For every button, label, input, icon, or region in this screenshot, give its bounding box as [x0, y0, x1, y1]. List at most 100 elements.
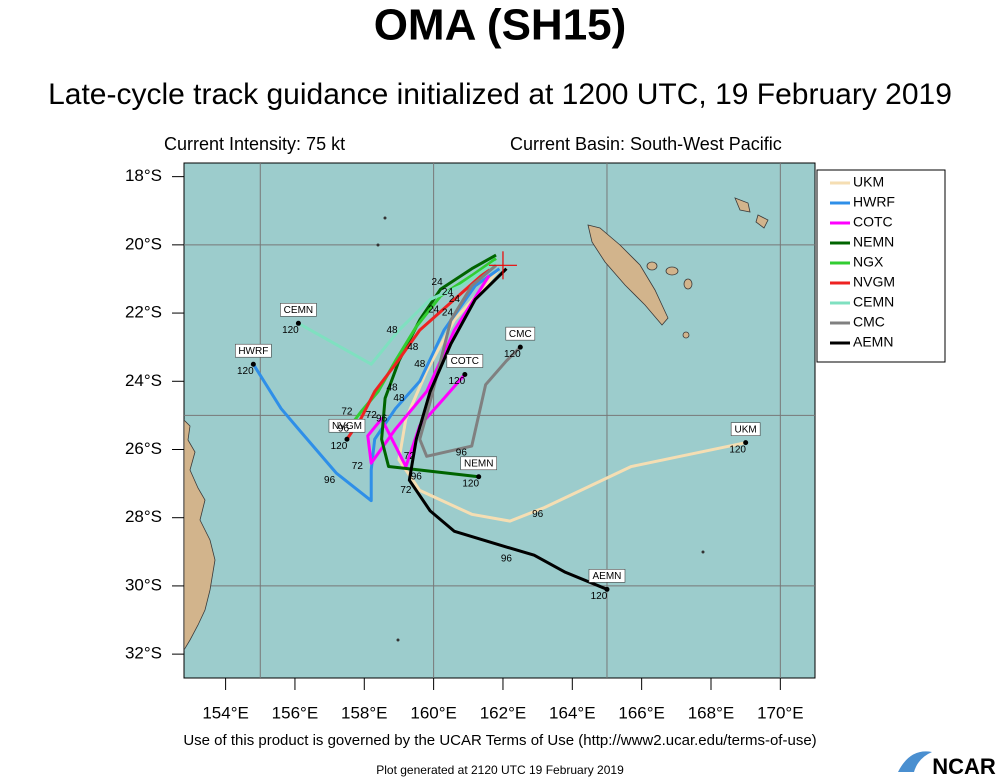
subtitle: Late-cycle track guidance initialized at…	[48, 78, 952, 111]
legend: UKM HWRF COTC NEMN NGX NVGM CEMN CMC AEMN	[830, 174, 895, 350]
hour-label: 72	[366, 410, 378, 421]
logo-mark	[898, 751, 932, 772]
axes: 18°S 20°S 22°S 24°S 26°S 28°S 30°S 32°S 154°E 156…	[125, 166, 804, 722]
x-tick-label: 164°E	[549, 703, 596, 722]
terms: Use of this product is governed by the U…	[183, 732, 816, 749]
track-line	[297, 260, 497, 366]
track-line	[366, 274, 491, 469]
hour-label: 24	[442, 308, 454, 319]
end-label-hour: 120	[591, 591, 608, 602]
island	[755, 214, 769, 229]
australia-coast	[184, 419, 216, 651]
end-label-name: HWRF	[238, 346, 268, 357]
track-end	[743, 440, 749, 446]
hour-label: 96	[456, 448, 468, 459]
tracks	[250, 253, 749, 592]
logo: NCAR	[932, 754, 996, 779]
hour-label: 96	[338, 424, 350, 435]
track-end	[462, 371, 468, 377]
island	[683, 278, 693, 290]
new-caledonia	[587, 224, 669, 326]
hour-label: 24	[442, 287, 454, 298]
island	[646, 261, 658, 271]
x-tick-label: 170°E	[757, 703, 804, 722]
track-line	[407, 267, 608, 591]
end-label-name: COTC	[451, 356, 479, 367]
hour-label: 96	[532, 509, 544, 520]
y-tick-label: 28°S	[125, 507, 162, 526]
legend-label: CMC	[853, 314, 885, 330]
hour-label: 96	[411, 471, 423, 482]
end-label-box	[505, 326, 536, 341]
end-label-hour: 120	[282, 325, 299, 336]
end-label-hour: 120	[448, 376, 465, 387]
islet	[383, 216, 387, 220]
track-end	[250, 361, 256, 367]
x-tick-label: 154°E	[202, 703, 249, 722]
end-label-hour: 120	[462, 478, 479, 489]
x-tick-label: 160°E	[410, 703, 457, 722]
hour-label: 96	[501, 553, 513, 564]
hour-label: 72	[400, 485, 412, 496]
y-tick-label: 26°S	[125, 439, 162, 458]
land	[184, 197, 769, 651]
island	[734, 197, 751, 213]
end-label-hour: 120	[504, 349, 521, 360]
end-label-box	[328, 418, 366, 433]
end-label-name: CEMN	[284, 305, 313, 316]
end-label-box	[460, 456, 497, 471]
end-label-box	[235, 343, 272, 358]
end-label-name: CMC	[509, 329, 532, 340]
end-label-name: NEMN	[464, 458, 493, 469]
end-label-hour: 120	[331, 441, 348, 452]
legend-label: NVGM	[853, 274, 895, 290]
hour-label: 48	[386, 383, 398, 394]
hour-label: 72	[352, 461, 364, 472]
islet	[396, 638, 400, 642]
legend-label: HWRF	[853, 194, 895, 210]
x-tick-label: 168°E	[688, 703, 735, 722]
hour-label: 96	[324, 475, 336, 486]
title: OMA (SH15)	[374, 1, 627, 50]
end-label-box	[730, 422, 761, 436]
island	[665, 266, 679, 276]
end-label-name: AEMN	[593, 571, 622, 582]
y-tick-label: 30°S	[125, 575, 162, 594]
end-label-box	[588, 569, 626, 583]
hour-label: 72	[404, 451, 416, 462]
hour-label: 48	[414, 359, 426, 370]
legend-label: CEMN	[853, 294, 894, 310]
islet	[701, 550, 705, 554]
track-end	[476, 474, 482, 480]
y-tick-label: 24°S	[125, 371, 162, 390]
y-tick-label: 22°S	[125, 303, 162, 322]
y-tick-label: 20°S	[125, 234, 162, 253]
track-labels: UKM 120 HWRF 120 COTC 120 NEMN 120 NVGM 120 CEMN 12…	[235, 251, 761, 602]
hour-label: 96	[376, 413, 388, 424]
hour-label: 48	[407, 342, 419, 353]
legend-label: NGX	[853, 254, 884, 270]
track-line	[345, 267, 491, 441]
track-end	[517, 344, 523, 350]
x-tick-label: 166°E	[618, 703, 665, 722]
hour-label: 24	[432, 277, 444, 288]
track-end	[604, 586, 610, 592]
map-ocean	[183, 162, 816, 679]
y-tick-label: 18°S	[125, 166, 162, 185]
end-label-hour: 120	[729, 444, 746, 455]
x-tick-label: 162°E	[480, 703, 527, 722]
generated: Plot generated at 2120 UTC 19 February 2…	[376, 763, 624, 777]
end-label-box	[280, 302, 317, 317]
legend-label: NEMN	[853, 234, 894, 250]
x-tick-label: 158°E	[341, 703, 388, 722]
y-tick-label: 32°S	[125, 644, 162, 663]
hour-label: 24	[449, 294, 461, 305]
end-label-hour: 120	[237, 366, 254, 377]
legend-label: AEMN	[853, 334, 893, 350]
track-end	[344, 436, 350, 442]
end-label-name: NVGM	[332, 421, 362, 432]
x-tick-label: 156°E	[272, 703, 319, 722]
track-end	[295, 320, 301, 326]
hour-label: 24	[428, 304, 440, 315]
